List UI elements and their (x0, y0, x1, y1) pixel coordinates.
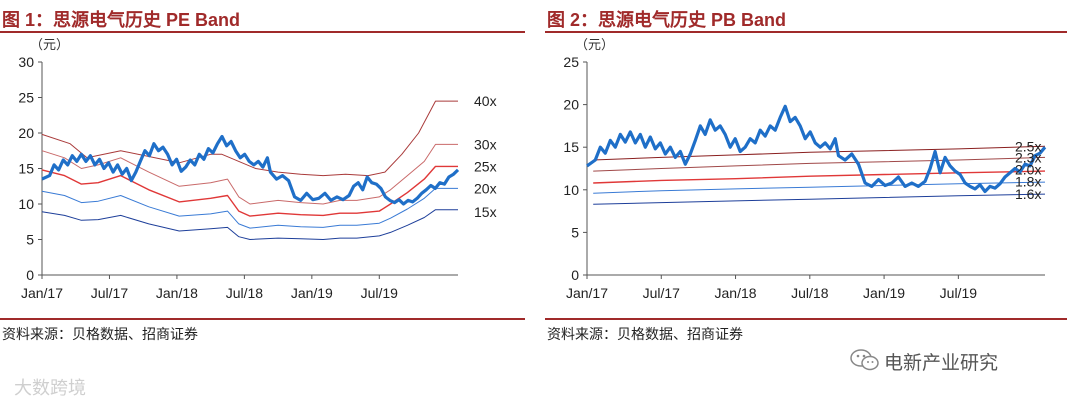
watermark-text: 大数跨境 (14, 378, 86, 399)
wechat-icon (850, 349, 879, 371)
band-label: 2.5x (1015, 138, 1041, 154)
band-label: 40x (474, 93, 497, 109)
band-label: 15x (474, 204, 497, 220)
pe-band-chart: （元） 0 5 10 15 20 25 30 Jan/17 Jul/17 Jan/18 Jul/18 J… (18, 37, 497, 301)
pb-band-chart: （元） 0 5 10 15 20 25 Jan/17 Jul/17 Jan/18 Jul/18 Jan… (563, 37, 1047, 301)
figure-2-source: 资料来源：贝格数据、招商证券 (547, 327, 743, 343)
series-line-40x (41, 100, 458, 177)
figure-1-bottom-rule (0, 318, 525, 320)
x-tick-label: Jul/18 (226, 285, 264, 301)
y-tick-label: 10 (563, 182, 579, 198)
y-tick-label: 5 (26, 232, 34, 248)
series-line-30x (41, 143, 458, 205)
band-label: 1.8x (1015, 173, 1041, 189)
series-line-25x (41, 165, 458, 217)
x-tick-label: Jul/19 (940, 285, 978, 301)
figure-2-title: 图 2：思源电气历史 PB Band (547, 10, 787, 30)
x-tick-label: Jan/19 (291, 285, 333, 301)
series-line-15x (41, 209, 458, 240)
x-tick-label: Jan/18 (156, 285, 198, 301)
brand-name: 电新产业研究 (884, 352, 999, 374)
band-label: 30x (474, 136, 497, 152)
x-tick-label: Jan/17 (566, 285, 608, 301)
y-tick-label: 30 (18, 54, 34, 70)
band-label: 2.3x (1015, 149, 1041, 165)
y-tick-label: 5 (571, 224, 579, 240)
series-line-1.6x (593, 193, 1046, 205)
y-tick-label: 0 (26, 267, 34, 283)
band-label: 25x (474, 158, 497, 174)
y-tick-label: 20 (18, 125, 34, 141)
series-line-2.0x (593, 170, 1046, 184)
x-tick-label: Jan/17 (21, 285, 63, 301)
figure-1-top-rule (0, 31, 525, 33)
x-tick-label: Jan/18 (715, 285, 757, 301)
x-tick-label: Jul/17 (643, 285, 681, 301)
y-tick-label: 15 (18, 161, 34, 177)
figure-2-top-rule (545, 31, 1067, 33)
figure-1-source: 资料来源：贝格数据、招商证券 (2, 327, 198, 343)
y-tick-label: 0 (571, 267, 579, 283)
series-line-股价 (586, 104, 1047, 194)
series-line-1.8x (593, 181, 1046, 194)
unit-label: （元） (30, 37, 69, 52)
y-tick-label: 15 (563, 139, 579, 155)
x-tick-label: Jul/18 (791, 285, 829, 301)
y-tick-label: 25 (18, 90, 34, 106)
figure-2-bottom-rule (545, 318, 1067, 320)
series-line-2.5x (593, 145, 1046, 161)
y-tick-label: 20 (563, 97, 579, 113)
band-label: 20x (474, 180, 497, 196)
figure-1-title: 图 1：思源电气历史 PE Band (2, 10, 241, 30)
series-line-2.3x (593, 156, 1046, 172)
series-line-股价 (41, 134, 460, 206)
y-tick-label: 10 (18, 196, 34, 212)
series-line-20x (41, 187, 458, 229)
band-label: 2.0x (1015, 161, 1041, 177)
x-tick-label: Jul/19 (361, 285, 399, 301)
x-tick-label: Jan/19 (863, 285, 905, 301)
unit-label: （元） (575, 37, 614, 52)
band-label: 1.6x (1015, 186, 1041, 202)
y-tick-label: 25 (563, 54, 579, 70)
x-tick-label: Jul/17 (91, 285, 129, 301)
